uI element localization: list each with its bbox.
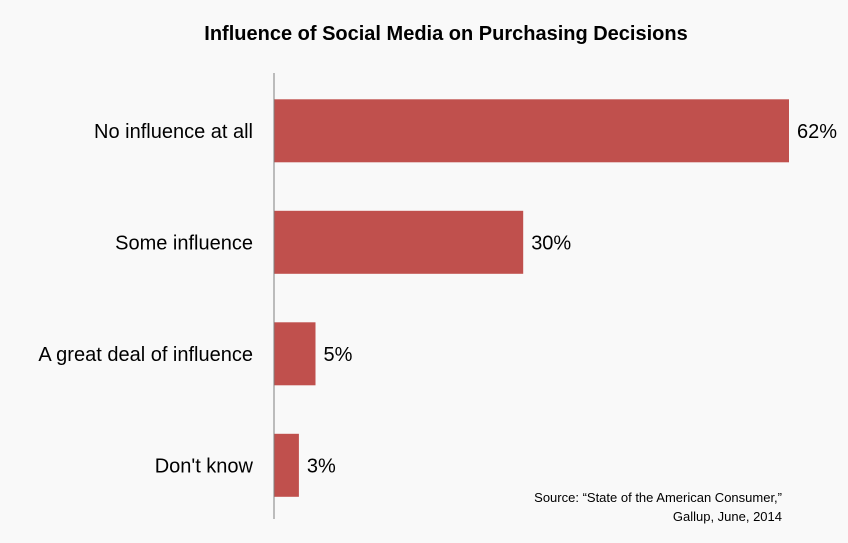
data-label: 5% [324,344,353,366]
bar [274,322,316,386]
category-label: Some influence [115,232,253,254]
source-line-2: Gallup, June, 2014 [672,509,782,524]
bar [274,210,524,274]
category-label: Don't know [155,455,254,477]
bar [274,433,299,497]
source-note: Source: “State of the American Consumer,… [534,488,782,526]
category-label: A great deal of influence [38,344,253,366]
bar [274,99,789,163]
data-label: 3% [307,455,336,477]
source-line-1: Source: “State of the American Consumer,… [534,490,782,505]
chart-title: Influence of Social Media on Purchasing … [204,23,687,45]
data-label: 30% [531,232,571,254]
data-label: 62% [797,121,837,143]
category-label: No influence at all [94,121,253,143]
